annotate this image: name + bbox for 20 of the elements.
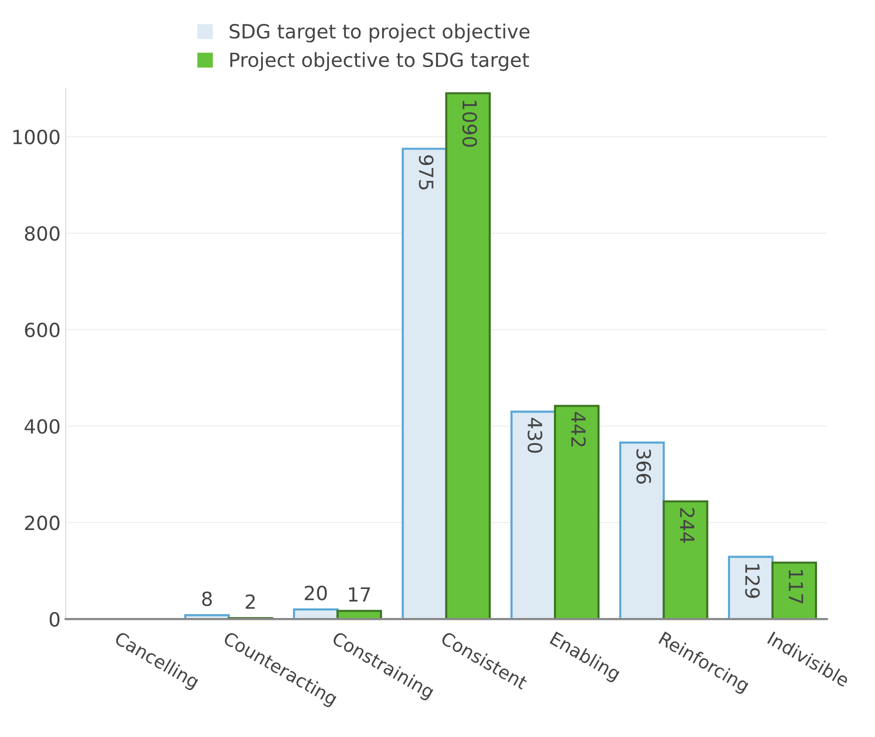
data-label: 244	[680, 508, 695, 543]
data-label: 1090	[462, 100, 478, 147]
data-label: 129	[745, 564, 760, 598]
data-label: 117	[788, 570, 804, 604]
y-tick-label: 400	[24, 419, 60, 434]
y-tick-label: 800	[24, 226, 60, 241]
y-tick-label: 200	[25, 516, 60, 530]
legend-label: SDG target to project objective	[230, 24, 530, 42]
data-label: 442	[571, 412, 586, 446]
y-tick-label: 600	[25, 322, 60, 338]
data-label: 975	[418, 155, 434, 190]
data-label: 2	[246, 594, 255, 609]
y-tick-label: 0	[50, 612, 60, 627]
data-label: 17	[349, 587, 370, 602]
y-tick-label: 1000	[13, 130, 60, 144]
legend-label: Project objective to SDG target	[230, 52, 530, 71]
data-label: 8	[202, 591, 212, 606]
data-label: 430	[528, 418, 542, 453]
data-label: 366	[636, 449, 652, 484]
data-label: 20	[304, 586, 327, 600]
